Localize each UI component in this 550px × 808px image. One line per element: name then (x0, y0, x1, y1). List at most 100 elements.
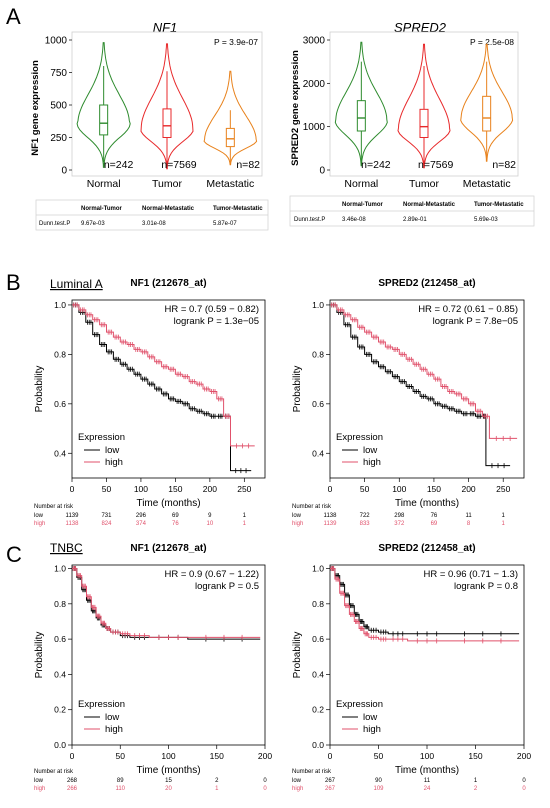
x-tick-label: 250 (237, 484, 251, 494)
risk-count-low: 731 (101, 513, 112, 519)
plot-frame (329, 31, 519, 177)
risk-row-label-low: low (292, 778, 302, 784)
km-curve-low (72, 304, 252, 472)
y-tick-label: 0.4 (54, 448, 66, 458)
y-tick-label: 0.6 (54, 399, 66, 409)
x-tick-label: Tumor (152, 178, 182, 190)
y-axis-label: SPRED2 gene expression (290, 50, 301, 166)
table-cell: Dunn.test.P (294, 217, 325, 223)
x-tick-label: Tumor (409, 178, 439, 190)
table-cell: 3.46e-08 (342, 217, 366, 223)
km-chart-title: NF1 (212678_at) (130, 543, 206, 554)
risk-count-low: 76 (431, 513, 438, 519)
logrank-label: logrank P = 1.3e−05 (174, 316, 259, 327)
x-tick-label: Normal (344, 178, 378, 190)
violin-shape (334, 41, 388, 167)
risk-count-high: 833 (360, 521, 371, 527)
y-axis-label: NF1 gene expression (30, 60, 41, 156)
y-tick-label: 0.6 (312, 634, 324, 644)
y-tick-label: 0.2 (312, 705, 324, 715)
plot-frame (329, 564, 525, 746)
risk-count-high: 1139 (324, 521, 338, 527)
risk-count-high: 1 (243, 521, 247, 527)
x-tick-label: 50 (360, 484, 370, 494)
table-cell: 9.67e-03 (81, 221, 105, 227)
x-tick-label: 150 (168, 484, 182, 494)
risk-count-high: 372 (394, 521, 405, 527)
p-value-label: P = 2.5e-08 (470, 37, 514, 47)
risk-count-low: 1 (243, 513, 247, 519)
box (419, 108, 429, 139)
legend-label-low: low (105, 445, 119, 456)
x-tick-label: 150 (210, 751, 224, 761)
y-tick-label: 750 (50, 68, 67, 79)
km-curve-low (72, 568, 261, 640)
risk-count-high: 8 (467, 521, 471, 527)
y-tick-label: 0.0 (312, 740, 324, 750)
x-axis-label: Time (months) (136, 498, 200, 509)
group-count-label: n=82 (236, 159, 260, 171)
risk-count-low: 296 (136, 513, 147, 519)
y-tick-label: 1.0 (312, 564, 324, 574)
risk-row-label-high: high (34, 786, 45, 792)
violin-shape (76, 42, 131, 168)
legend-title: Expression (78, 699, 125, 710)
table-cell: 2.89e-01 (403, 217, 427, 223)
group-count-label: n=242 (104, 159, 134, 171)
legend-title: Expression (336, 699, 383, 710)
x-tick-label: 0 (328, 751, 333, 761)
risk-table-title: Number at risk (34, 504, 74, 510)
y-axis-label: Probability (34, 366, 45, 413)
hazard-ratio-label: HR = 0.9 (0.67 − 1.22) (164, 569, 259, 580)
table-cell: 3.01e-08 (142, 221, 166, 227)
p-value-label: P = 3.9e-07 (214, 37, 258, 47)
x-tick-label: 200 (203, 484, 217, 494)
box (99, 104, 109, 136)
risk-count-low: 268 (67, 778, 78, 784)
violin-shape (203, 70, 258, 166)
panel-b: B Luminal A NF1 (212678_at) 0.4 0.6 0.8 1.0 P… (6, 270, 525, 527)
legend-label-low: low (363, 712, 377, 723)
risk-count-low: 9 (208, 513, 212, 519)
risk-count-high: 824 (101, 521, 112, 527)
risk-row-label-low: low (34, 513, 44, 519)
risk-count-low: 722 (360, 513, 371, 519)
risk-count-low: 90 (375, 778, 382, 784)
table-header: Normal-Metastatic (142, 206, 195, 212)
x-axis-label: Time (months) (395, 765, 459, 776)
x-tick-label: 250 (496, 484, 510, 494)
y-tick-label: 1000 (303, 122, 326, 133)
x-tick-label: 50 (374, 751, 384, 761)
km-curve-high (330, 304, 518, 439)
risk-count-high: 267 (325, 786, 336, 792)
risk-row-label-high: high (292, 786, 303, 792)
risk-count-low: 1 (502, 513, 506, 519)
risk-count-high: 266 (67, 786, 78, 792)
table-header: Normal-Tumor (81, 206, 123, 212)
y-tick-label: 0.8 (54, 349, 66, 359)
violin-chart-nf1: NF1 NF1 gene expression P = 3.9e-07 1000… (30, 20, 263, 190)
y-tick-label: 0.8 (312, 349, 324, 359)
x-tick-label: 100 (392, 484, 406, 494)
table-header: Tumor-Metastatic (213, 206, 263, 212)
y-tick-label: 1.0 (54, 300, 66, 310)
panel-c: C TNBC NF1 (212678_at) 0.0 0.2 0.4 0.6 0.8 1.0… (6, 541, 531, 792)
y-tick-label: 1.0 (312, 300, 324, 310)
risk-count-low: 11 (424, 778, 431, 784)
km-chart: SPRED2 (212458_at) 0.0 0.2 0.4 0.6 0.8 1.0 Prob… (292, 543, 531, 792)
risk-count-high: 20 (165, 786, 172, 792)
x-axis-label: Time (months) (395, 498, 459, 509)
risk-row-label-high: high (34, 521, 45, 527)
y-tick-label: 0.8 (54, 599, 66, 609)
group-count-label: n=242 (361, 159, 391, 171)
km-chart: NF1 (212678_at) 0.0 0.2 0.4 0.6 0.8 1.0 Probabi… (34, 543, 272, 792)
x-tick-label: Metastatic (206, 178, 254, 190)
dunn-table-spred2: Normal-Tumor Normal-Metastatic Tumor-Met… (289, 195, 535, 227)
panel-b-subtitle: Luminal A (50, 277, 103, 291)
group-count-label: n=82 (492, 159, 516, 171)
y-tick-label: 0 (319, 166, 325, 177)
risk-table-title: Number at risk (34, 769, 74, 775)
legend-label-high: high (363, 724, 381, 735)
hazard-ratio-label: HR = 0.96 (0.71 − 1.3) (423, 569, 518, 580)
legend-label-high: high (105, 724, 123, 735)
